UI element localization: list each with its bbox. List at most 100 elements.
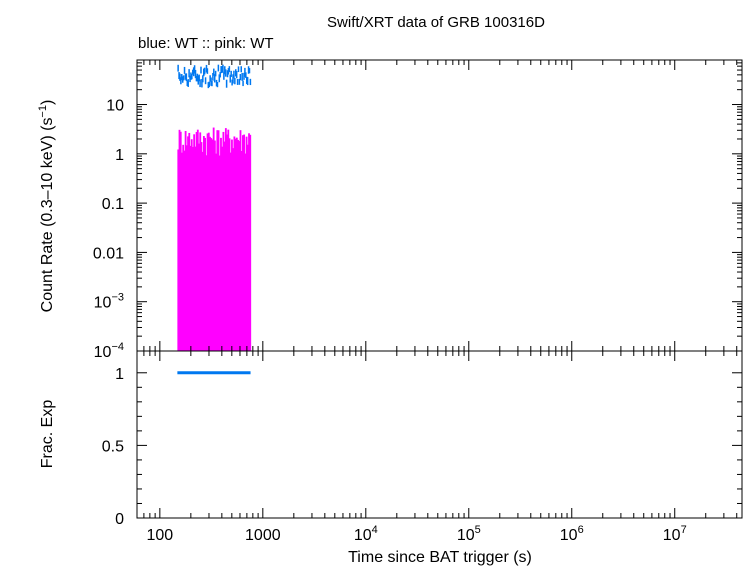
count-rate-data-point (246, 77, 249, 86)
count-rate-error-bar (211, 139, 214, 351)
count-rate-data-point (209, 75, 211, 82)
count-rate-error-bar (199, 132, 202, 351)
count-rate-data-point (197, 75, 200, 85)
y-tick-label: 10 (106, 98, 124, 115)
y-tick-label: 0.1 (102, 196, 124, 213)
count-rate-data-point (229, 74, 232, 83)
count-rate-error-bar (222, 131, 225, 351)
x-axis-ticks: 100 1000 104 105 106 107 (136, 60, 738, 544)
count-rate-error-bar (242, 135, 244, 351)
count-rate-data-point (248, 68, 251, 74)
x-axis-label: Time since BAT trigger (s) (348, 549, 532, 566)
count-rate-error-bar (227, 129, 230, 351)
count-rate-data-point (213, 74, 216, 83)
count-rate-error-bar (193, 134, 196, 351)
count-rate-error-bar (209, 136, 211, 351)
count-rate-data-point (185, 73, 188, 82)
count-rate-data-point (206, 68, 209, 74)
count-rate-data-point (188, 69, 190, 78)
count-rate-error-bar (177, 149, 180, 351)
count-rate-error-bar (246, 144, 249, 351)
count-rate-data-point (216, 82, 219, 88)
count-rate-data-point (201, 78, 203, 88)
count-rate-data-point (217, 64, 220, 72)
count-rate-data-point (219, 72, 221, 78)
count-rate-data-point (232, 74, 234, 84)
count-rate-data-point (225, 79, 228, 88)
count-rate-data-point (234, 77, 236, 85)
count-rate-data-point (247, 66, 250, 74)
count-rate-error-bar (245, 136, 248, 351)
count-rate-error-bar (205, 155, 208, 351)
count-rate-data-point (198, 74, 200, 82)
count-rate-error-bar (232, 148, 235, 351)
count-rate-data-point (204, 77, 207, 85)
count-rate-error-bar (244, 153, 247, 351)
count-rate-error-bar (215, 153, 218, 351)
count-rate-data-point (236, 78, 239, 85)
count-rate-data-point (224, 66, 226, 75)
y-tick-label: 10−3 (94, 292, 124, 312)
count-rate-error-bar (212, 127, 215, 351)
count-rate-data-point (181, 76, 184, 83)
count-rate-data-point (235, 69, 237, 77)
count-rate-error-bar (228, 138, 231, 351)
count-rate-data-point (186, 80, 189, 86)
count-rate-data-point (215, 79, 218, 87)
count-rate-data-point (240, 66, 243, 73)
count-rate-error-bar (249, 134, 252, 351)
y-tick-label: 0.01 (93, 245, 124, 262)
count-rate-error-bar (233, 136, 236, 351)
count-rate-data-point (192, 69, 194, 75)
count-rate-error-bar (183, 150, 186, 351)
count-rate-data-point (239, 74, 242, 81)
y-tick-label: 10−4 (94, 341, 124, 361)
count-rate-error-bar (210, 138, 213, 351)
count-rate-data-point (221, 65, 223, 73)
count-rate-data-point (244, 67, 246, 77)
count-rate-data-point (230, 70, 232, 77)
count-rate-error-bar (190, 139, 193, 351)
count-rate-data-point (200, 66, 202, 74)
count-rate-data-point (210, 77, 212, 86)
count-rate-data-point (212, 72, 214, 81)
x-tick-label: 105 (457, 524, 481, 544)
count-rate-error-bar (231, 139, 233, 351)
y-tick-label: 0.5 (102, 438, 124, 455)
count-rate-error-bar (202, 136, 205, 351)
count-rate-data-point (207, 82, 210, 89)
count-rate-data-point (193, 65, 196, 74)
count-rate-error-bar (218, 155, 221, 351)
x-tick-label: 100 (146, 527, 173, 544)
count-rate-data-point (190, 72, 192, 80)
count-rate-error-bar (194, 146, 197, 351)
count-rate-error-bar (181, 152, 183, 351)
count-rate-error-bar (185, 145, 188, 351)
count-rate-data-point (231, 79, 233, 86)
count-rate-data-point (202, 68, 205, 77)
count-rate-error-bar (221, 146, 224, 351)
count-rate-data-point (245, 72, 247, 78)
count-rate-error-bar (217, 130, 220, 351)
count-rate-data-point (241, 72, 243, 81)
count-rate-error-bar (213, 140, 216, 351)
x-tick-label: 104 (354, 524, 378, 544)
count-rate-data-point (218, 74, 221, 83)
count-rate-error-bar (235, 137, 238, 351)
count-rate-data-point (243, 72, 245, 80)
count-rate-error-bar (237, 139, 239, 351)
count-rate-error-bar (189, 145, 192, 351)
count-rate-data-point (208, 81, 210, 88)
count-rate-data-point (199, 79, 201, 88)
count-rate-y-ticks: 10 1 0.1 0.01 10−3 10−4 (93, 59, 742, 361)
count-rate-data-point (182, 75, 185, 81)
count-rate-data-point (233, 70, 235, 79)
count-rate-error-bar (198, 143, 200, 351)
count-rate-error-bar (226, 134, 228, 351)
count-rate-data-point (184, 73, 187, 80)
count-rate-error-bar (223, 141, 226, 351)
count-rate-data-point (238, 78, 241, 85)
count-rate-data-point (227, 68, 230, 75)
count-rate-data-point (224, 69, 227, 77)
count-rate-error-bar (192, 146, 194, 351)
